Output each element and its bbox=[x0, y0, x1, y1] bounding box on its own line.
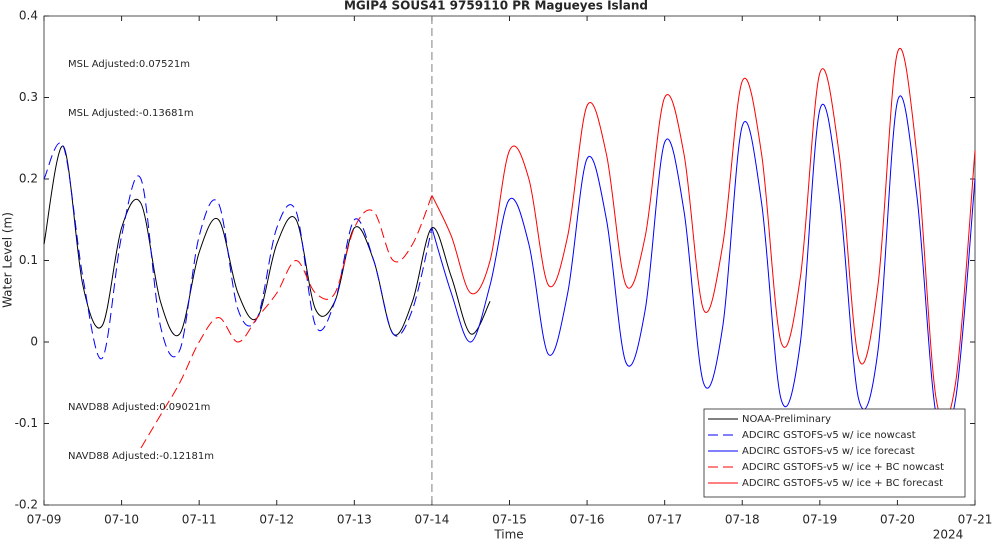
y-tick-label: -0.1 bbox=[15, 416, 38, 430]
x-tick-label: 07-16 bbox=[570, 513, 605, 527]
series-line bbox=[431, 48, 976, 423]
chart-title: MGIP4 SOUS41 9759110 PR Magueyes Island bbox=[344, 0, 648, 13]
legend-label: ADCIRC GSTOFS-v5 w/ ice nowcast bbox=[742, 430, 916, 441]
x-tick-label: 07-10 bbox=[104, 513, 139, 527]
series-line bbox=[431, 95, 976, 437]
legend-label: ADCIRC GSTOFS-v5 w/ ice + BC forecast bbox=[742, 478, 943, 489]
legend-label: NOAA-Preliminary bbox=[742, 414, 831, 425]
x-tick-label: 07-18 bbox=[725, 513, 760, 527]
x-tick-label: 07-12 bbox=[259, 513, 294, 527]
y-tick-label: 0.4 bbox=[19, 9, 38, 23]
series-line bbox=[140, 195, 433, 449]
y-tick-label: 0 bbox=[30, 335, 38, 349]
x-axis-label: Time bbox=[493, 528, 523, 541]
x-tick-label: 07-21 bbox=[958, 513, 992, 527]
x-tick-label: 07-17 bbox=[647, 513, 682, 527]
x-tick-label: 07-13 bbox=[337, 513, 372, 527]
x-tick-label: 07-15 bbox=[492, 513, 527, 527]
legend-label: ADCIRC GSTOFS-v5 w/ ice forecast bbox=[742, 446, 915, 457]
annotation: MSL Adjusted:0.07521m bbox=[68, 59, 190, 70]
x-tick-label: 07-09 bbox=[27, 513, 62, 527]
x-tick-label: 07-11 bbox=[182, 513, 217, 527]
y-tick-label: 0.1 bbox=[19, 253, 38, 267]
legend-box bbox=[703, 408, 966, 498]
x-tick-label: 07-14 bbox=[414, 513, 449, 527]
x-tick-label: 07-20 bbox=[880, 513, 915, 527]
legend-label: ADCIRC GSTOFS-v5 w/ ice + BC nowcast bbox=[742, 462, 944, 473]
y-tick-label: 0.2 bbox=[19, 172, 38, 186]
x-annotation: 2024 bbox=[933, 528, 964, 541]
y-tick-label: 0.3 bbox=[19, 90, 38, 104]
annotation: MSL Adjusted:-0.13681m bbox=[68, 108, 194, 119]
x-tick-label: 07-19 bbox=[802, 513, 837, 527]
y-axis-label: Water Level (m) bbox=[1, 212, 15, 308]
y-tick-label: -0.2 bbox=[15, 498, 38, 512]
annotation: NAVD88 Adjusted:-0.12181m bbox=[68, 451, 214, 462]
annotation: NAVD88 Adjusted:0.09021m bbox=[68, 402, 210, 413]
